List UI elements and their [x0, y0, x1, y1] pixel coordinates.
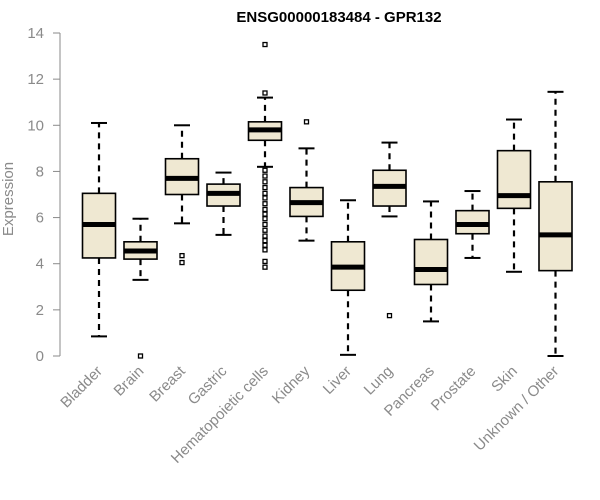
- y-tick-label: 10: [27, 117, 44, 134]
- iqr-box: [496, 149, 532, 210]
- x-category-label: Liver: [320, 363, 355, 398]
- x-category-label: Kidney: [269, 362, 314, 407]
- outlier-point: [262, 90, 268, 96]
- outlier-point: [262, 190, 268, 196]
- outlier-point: [262, 211, 268, 217]
- outlier-point: [262, 216, 268, 222]
- y-axis: 0 2 4 6 8 10 12 14: [27, 25, 61, 365]
- box-group: [164, 124, 200, 266]
- x-category-label: Prostate: [428, 363, 480, 415]
- y-tick-label: 12: [27, 71, 44, 88]
- outlier-point: [262, 264, 268, 270]
- outlier-point: [262, 247, 268, 253]
- outlier-point: [386, 312, 393, 319]
- outlier-point: [262, 184, 268, 191]
- box-group: [496, 118, 532, 273]
- box-group: [206, 171, 241, 236]
- box-group: [247, 41, 283, 270]
- boxes-layer: [81, 41, 573, 359]
- outlier-point: [262, 233, 268, 239]
- outlier-point: [262, 41, 268, 48]
- box-group: [372, 141, 407, 319]
- box-group: [538, 90, 573, 357]
- outlier-point: [137, 353, 144, 359]
- outlier-point: [262, 242, 268, 248]
- outlier-point: [179, 259, 185, 266]
- x-category-label: Breast: [146, 362, 189, 405]
- chart-title: ENSG00000183484 - GPR132: [236, 9, 441, 26]
- outlier-point: [179, 252, 185, 259]
- outlier-point: [262, 167, 268, 173]
- x-category-label: Skin: [488, 363, 521, 396]
- box-group: [455, 190, 490, 259]
- x-category-label: Brain: [111, 363, 148, 400]
- outlier-point: [262, 258, 268, 265]
- y-tick-label: 6: [36, 210, 44, 227]
- y-tick-label: 4: [36, 256, 44, 273]
- x-category-label: Lung: [361, 363, 397, 399]
- outlier-point: [262, 195, 268, 201]
- outlier-point: [262, 179, 268, 185]
- iqr-box: [538, 181, 573, 272]
- iqr-box: [413, 238, 449, 286]
- outlier-point: [262, 206, 268, 213]
- y-axis-title: Expression: [0, 162, 17, 236]
- outlier-point: [262, 221, 268, 228]
- outlier-point: [303, 119, 310, 125]
- outlier-point: [262, 237, 268, 244]
- box-group: [413, 200, 449, 323]
- box-group: [81, 121, 117, 338]
- box-group: [330, 199, 366, 356]
- y-tick-label: 14: [27, 25, 44, 42]
- outlier-point: [262, 227, 268, 233]
- box-group: [289, 119, 324, 242]
- outlier-point: [262, 173, 268, 179]
- y-tick-label: 2: [36, 302, 44, 319]
- y-tick-label: 8: [36, 163, 44, 180]
- box-group: [123, 217, 158, 359]
- x-category-label: Bladder: [57, 363, 106, 412]
- y-tick-label: 0: [36, 348, 44, 365]
- outlier-point: [262, 201, 268, 207]
